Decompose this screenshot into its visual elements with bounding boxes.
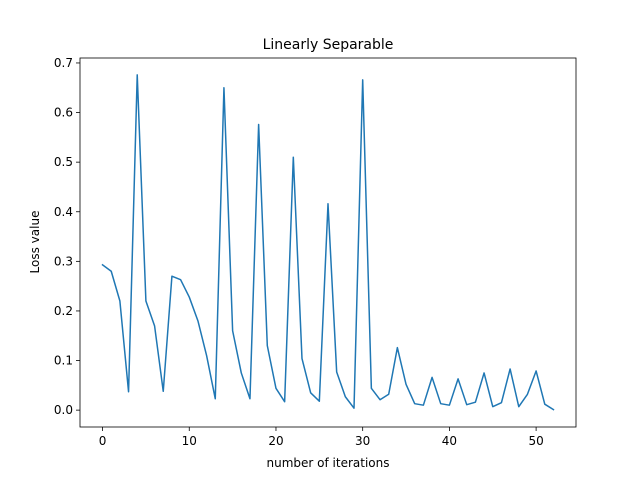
y-tick-label: 0.2 bbox=[54, 304, 73, 318]
x-tick-label: 0 bbox=[99, 434, 107, 448]
y-tick-label: 0.0 bbox=[54, 403, 73, 417]
y-axis-label: Loss value bbox=[28, 211, 42, 274]
y-axis-ticks: 0.0 0.1 0.2 0.3 0.4 0.5 0.6 0.7 bbox=[54, 56, 80, 417]
x-tick-label: 30 bbox=[355, 434, 370, 448]
y-tick-label: 0.6 bbox=[54, 106, 73, 120]
y-tick-label: 0.1 bbox=[54, 354, 73, 368]
plot-frame bbox=[79, 57, 577, 428]
x-tick-label: 20 bbox=[268, 434, 283, 448]
loss-series-line bbox=[101, 74, 555, 411]
x-tick-label: 40 bbox=[442, 434, 457, 448]
x-axis-label: number of iterations bbox=[267, 456, 390, 470]
plot-layer bbox=[101, 74, 555, 411]
chart-title: Linearly Separable bbox=[263, 37, 394, 53]
y-tick-label: 0.7 bbox=[54, 56, 73, 70]
y-tick-label: 0.5 bbox=[54, 155, 73, 169]
y-tick-label: 0.4 bbox=[54, 205, 73, 219]
x-tick-label: 10 bbox=[182, 434, 197, 448]
x-tick-label: 50 bbox=[528, 434, 543, 448]
x-axis-ticks: 0 10 20 30 40 50 bbox=[99, 427, 544, 448]
y-tick-label: 0.3 bbox=[54, 254, 73, 268]
